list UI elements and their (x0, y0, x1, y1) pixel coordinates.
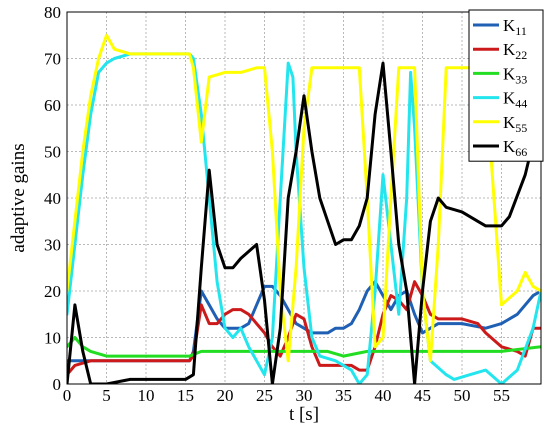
y-axis-label: adaptive gains (8, 143, 29, 252)
x-tick-label: 0 (63, 386, 72, 405)
legend-label-k66: K66 (503, 137, 527, 159)
x-tick-label: 30 (296, 386, 313, 405)
series-group (67, 33, 541, 384)
legend-label-k55: K55 (503, 113, 527, 135)
x-tick-label: 40 (375, 386, 392, 405)
series-line-k33 (67, 336, 541, 358)
x-tick-label: 5 (102, 386, 111, 405)
y-tick-label: 30 (44, 236, 61, 255)
x-tick-label: 35 (335, 386, 352, 405)
x-axis-label: t [s] (289, 404, 319, 425)
legend-label-k11: K11 (503, 16, 527, 38)
legend-label-k22: K22 (503, 40, 527, 62)
x-tick-label: 25 (256, 386, 273, 405)
x-tick-label: 50 (454, 386, 471, 405)
y-tick-label: 70 (44, 50, 61, 69)
tick-labels: 0 5 10 15 20 25 30 35 40 45 50 55 0 10 20 30 40 50 60 70 80 (44, 3, 510, 405)
x-tick-label: 20 (217, 386, 234, 405)
x-tick-label: 55 (493, 386, 510, 405)
y-tick-label: 20 (44, 282, 61, 301)
legend-label-k44: K44 (503, 89, 527, 111)
legend-box (468, 9, 544, 162)
x-tick-label: 45 (414, 386, 431, 405)
y-tick-label: 80 (44, 3, 61, 22)
y-tick-label: 50 (44, 143, 61, 162)
y-tick-label: 0 (53, 375, 62, 394)
series-line-k22 (67, 280, 541, 377)
series-line-k55 (67, 33, 541, 363)
plot-frame (66, 11, 542, 385)
x-tick-label: 10 (138, 386, 155, 405)
y-tick-label: 10 (44, 329, 61, 348)
series-line-k66 (67, 61, 541, 384)
legend-label-k33: K33 (503, 64, 527, 86)
y-tick-label: 60 (44, 96, 61, 115)
y-tick-label: 40 (44, 189, 61, 208)
x-tick-label: 15 (177, 386, 194, 405)
